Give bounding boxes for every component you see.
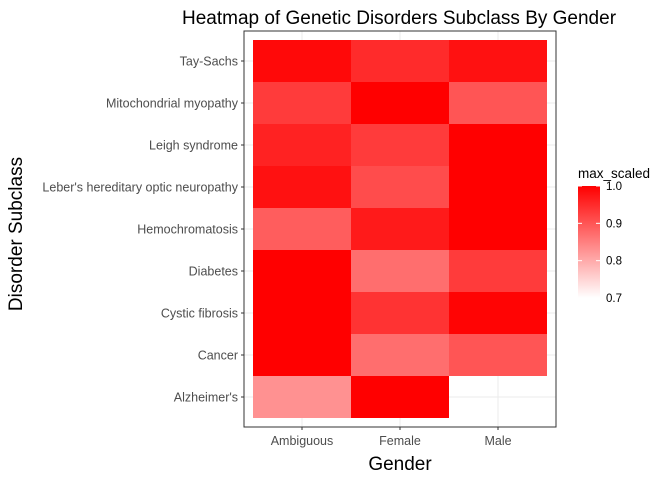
cell-mitochondrial-myopathy-ambiguous	[253, 82, 351, 124]
cell-leigh-syndrome-male	[449, 124, 547, 166]
cell-diabetes-female	[351, 250, 449, 292]
x-tick-label-ambiguous: Ambiguous	[271, 434, 334, 448]
legend-tick-label-3: 1.0	[606, 181, 622, 193]
cell-hemochromatosis-female	[351, 208, 449, 250]
cell-cystic-fibrosis-ambiguous	[253, 292, 351, 334]
y-tick-label-cystic-fibrosis: Cystic fibrosis	[161, 307, 238, 321]
color-legend: max_scaled 0.7 0.8 0.9 1.0	[578, 166, 650, 305]
cell-leber-s-hereditary-optic-neuropathy-ambiguous	[253, 166, 351, 208]
chart-title: Heatmap of Genetic Disorders Subclass By…	[182, 8, 617, 29]
y-tick-label-hemochromatosis: Hemochromatosis	[137, 223, 238, 237]
cell-mitochondrial-myopathy-female	[351, 82, 449, 124]
cell-cancer-ambiguous	[253, 334, 351, 376]
cell-tay-sachs-female	[351, 40, 449, 82]
y-axis-title: Disorder Subclass	[6, 157, 27, 311]
cell-alzheimer-s-female	[351, 376, 449, 418]
cell-leigh-syndrome-female	[351, 124, 449, 166]
cell-diabetes-male	[449, 250, 547, 292]
plot-area: Tay-Sachs Mitochondrial myopathy Leigh syn…	[42, 30, 557, 448]
y-axis: Tay-Sachs Mitochondrial myopathy Leigh syn…	[42, 55, 244, 405]
x-axis-title: Gender	[368, 454, 432, 475]
legend-title: max_scaled	[578, 166, 650, 181]
legend-tick-label-0: 0.7	[606, 293, 622, 305]
cell-cancer-male	[449, 334, 547, 376]
y-tick-label-tay-sachs: Tay-Sachs	[180, 55, 238, 69]
y-tick-label-leber-s-hereditary-optic-neuropathy: Leber's hereditary optic neuropathy	[42, 181, 238, 195]
legend-tick-label-1: 0.8	[606, 256, 622, 268]
cell-mitochondrial-myopathy-male	[449, 82, 547, 124]
cell-hemochromatosis-male	[449, 208, 547, 250]
x-tick-label-male: Male	[484, 434, 511, 448]
cell-leigh-syndrome-ambiguous	[253, 124, 351, 166]
cell-cancer-female	[351, 334, 449, 376]
cell-tay-sachs-male	[449, 40, 547, 82]
cell-cystic-fibrosis-female	[351, 292, 449, 334]
cell-alzheimer-s-ambiguous	[253, 376, 351, 418]
x-tick-label-female: Female	[379, 434, 421, 448]
cell-leber-s-hereditary-optic-neuropathy-female	[351, 166, 449, 208]
legend-tick-label-2: 0.9	[606, 218, 622, 230]
cell-hemochromatosis-ambiguous	[253, 208, 351, 250]
y-tick-label-leigh-syndrome: Leigh syndrome	[149, 139, 238, 153]
cell-diabetes-ambiguous	[253, 250, 351, 292]
legend-ticks: 0.7 0.8 0.9 1.0	[578, 181, 622, 305]
y-tick-label-alzheimer-s: Alzheimer's	[174, 391, 238, 405]
cell-tay-sachs-ambiguous	[253, 40, 351, 82]
y-tick-label-mitochondrial-myopathy: Mitochondrial myopathy	[106, 97, 239, 111]
cell-leber-s-hereditary-optic-neuropathy-male	[449, 166, 547, 208]
legend-colorbar	[578, 186, 600, 298]
y-tick-label-diabetes: Diabetes	[189, 265, 238, 279]
heatmap-cells	[253, 40, 547, 418]
x-axis: Ambiguous Female Male	[271, 427, 512, 448]
cell-cystic-fibrosis-male	[449, 292, 547, 334]
y-tick-label-cancer: Cancer	[198, 349, 238, 363]
